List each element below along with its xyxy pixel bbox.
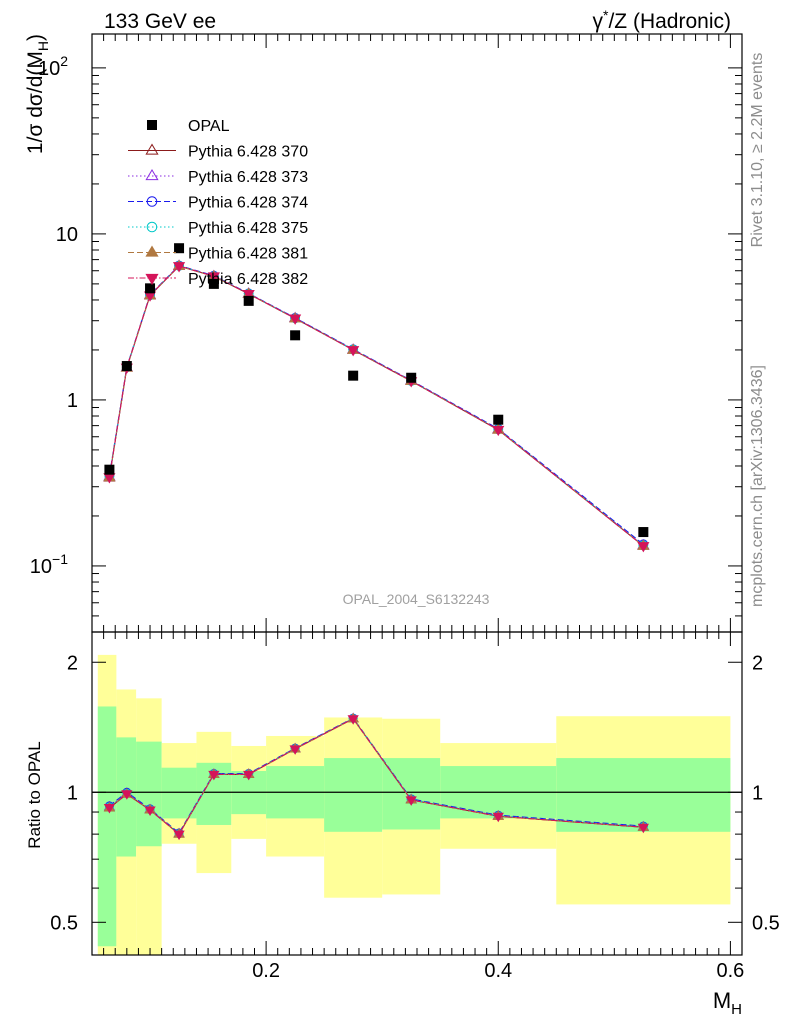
xtick-label: 0.2	[252, 960, 280, 982]
ratio-series-6-point-3	[173, 830, 185, 841]
opal-point-10	[638, 527, 649, 538]
main-ytick-label: 10	[56, 224, 78, 246]
legend-marker-5	[145, 245, 159, 257]
green-band-bin-3	[161, 767, 197, 819]
legend-label-2: Pythia 6.428 373	[188, 169, 308, 186]
xtick-label: 0.4	[484, 960, 512, 982]
ratio-ytick-label-right: 2	[752, 652, 763, 674]
x-axis-label: MH	[713, 988, 742, 1018]
green-band-bin-10	[556, 758, 731, 832]
header-left: 133 GeV ee	[104, 10, 216, 33]
ratio-series-6-point-8	[405, 796, 417, 806]
opal-point-7	[348, 370, 359, 381]
series-6-point-4	[207, 272, 220, 283]
legend-label-3: Pythia 6.428 374	[188, 195, 308, 212]
ratio-series-6-point-9	[492, 812, 504, 823]
green-band-bin-2	[136, 741, 162, 847]
legend-label-6: Pythia 6.428 382	[188, 271, 308, 288]
legend-label-5: Pythia 6.428 381	[188, 246, 308, 263]
series-6-point-10	[637, 542, 650, 553]
series-6-point-6	[289, 314, 302, 325]
ratio-series-6-point-10	[637, 823, 649, 834]
main-ytick-exponent: −1	[52, 551, 68, 567]
legend-marker-2	[145, 169, 159, 181]
ratio-series-6-point-4	[208, 770, 220, 781]
ratio-ytick-label-left: 2	[67, 652, 78, 674]
main-y-axis-label-subscript: H	[35, 41, 51, 51]
series-line-5	[108, 265, 644, 547]
main-series-group	[103, 243, 650, 553]
legend-opal-label: OPAL	[188, 118, 230, 135]
series-line-2	[108, 265, 644, 546]
series-6-point-7	[347, 346, 360, 357]
ratio-ytick-label-left: 1	[67, 782, 78, 804]
ratio-series-6-point-2	[144, 806, 156, 816]
opal-point-3	[174, 243, 185, 254]
opal-point-6	[290, 330, 301, 341]
ratio-series-6-point-0	[103, 804, 116, 814]
mcplots-label: mcplots.cern.ch [arXiv:1306.3436]	[749, 365, 766, 607]
ratio-ytick-label-right: 1	[752, 782, 763, 804]
opal-point-0	[104, 464, 115, 475]
header-right-sup: *	[603, 7, 609, 23]
legend-label-4: Pythia 6.428 375	[188, 220, 308, 237]
opal-point-2	[145, 283, 156, 294]
series-line-4	[108, 265, 644, 546]
legend-label-1: Pythia 6.428 370	[188, 144, 308, 161]
main-y-axis-label-close: )	[24, 34, 47, 41]
ratio-series-group	[103, 712, 649, 841]
opal-point-8	[406, 372, 417, 383]
ratio-series-6-point-6	[289, 745, 301, 755]
ratio-series-6-point-5	[243, 770, 255, 781]
main-y-axis-label: 1/σ dσ/d(MH)	[24, 34, 51, 154]
header-right-prefix: γ	[593, 10, 604, 33]
series-line-3	[108, 264, 644, 545]
series-6-point-5	[242, 289, 255, 301]
analysis-watermark: OPAL_2004_S6132243	[343, 591, 490, 607]
series-6-point-3	[172, 262, 186, 273]
opal-point-1	[121, 361, 132, 372]
main-ytick-label: 1	[67, 390, 78, 412]
header-right: γ*/Z (Hadronic)	[593, 7, 731, 33]
legend: OPAL Pythia 6.428 370 Pythia 6.428 373 Pyth…	[128, 118, 308, 288]
opal-point-4	[208, 278, 219, 289]
series-line-1	[108, 265, 644, 547]
opal-point-5	[243, 295, 254, 306]
header-right-suffix: /Z (Hadronic)	[608, 10, 731, 33]
ratio-uncertainty-bands	[92, 654, 742, 955]
legend-marker-6	[145, 273, 159, 285]
main-ytick-label: 10−1	[30, 551, 68, 578]
rivet-label: Rivet 3.1.10, ≥ 2.2M events	[749, 53, 766, 248]
ratio-series-6-point-1	[121, 790, 133, 800]
legend-marker-3	[146, 196, 158, 207]
ratio-y-axis-label: Ratio to OPAL	[25, 741, 44, 848]
series-6-point-9	[492, 425, 505, 437]
xtick-label: 0.6	[716, 960, 744, 982]
green-band-bin-0	[97, 706, 117, 947]
ratio-series-6-point-7	[347, 715, 359, 725]
legend-opal-marker	[147, 120, 157, 130]
legend-marker-1	[145, 143, 159, 155]
opal-point-9	[493, 414, 504, 425]
legend-marker-4	[146, 221, 158, 233]
ratio-ytick-label-left: 0.5	[50, 912, 78, 934]
main-ytick-exponent: 2	[60, 53, 68, 69]
series-line-6	[108, 265, 644, 547]
x-axis-label-subscript: H	[731, 1001, 742, 1018]
ratio-ytick-label-right: 0.5	[752, 912, 780, 934]
green-band-bin-7	[324, 758, 383, 832]
